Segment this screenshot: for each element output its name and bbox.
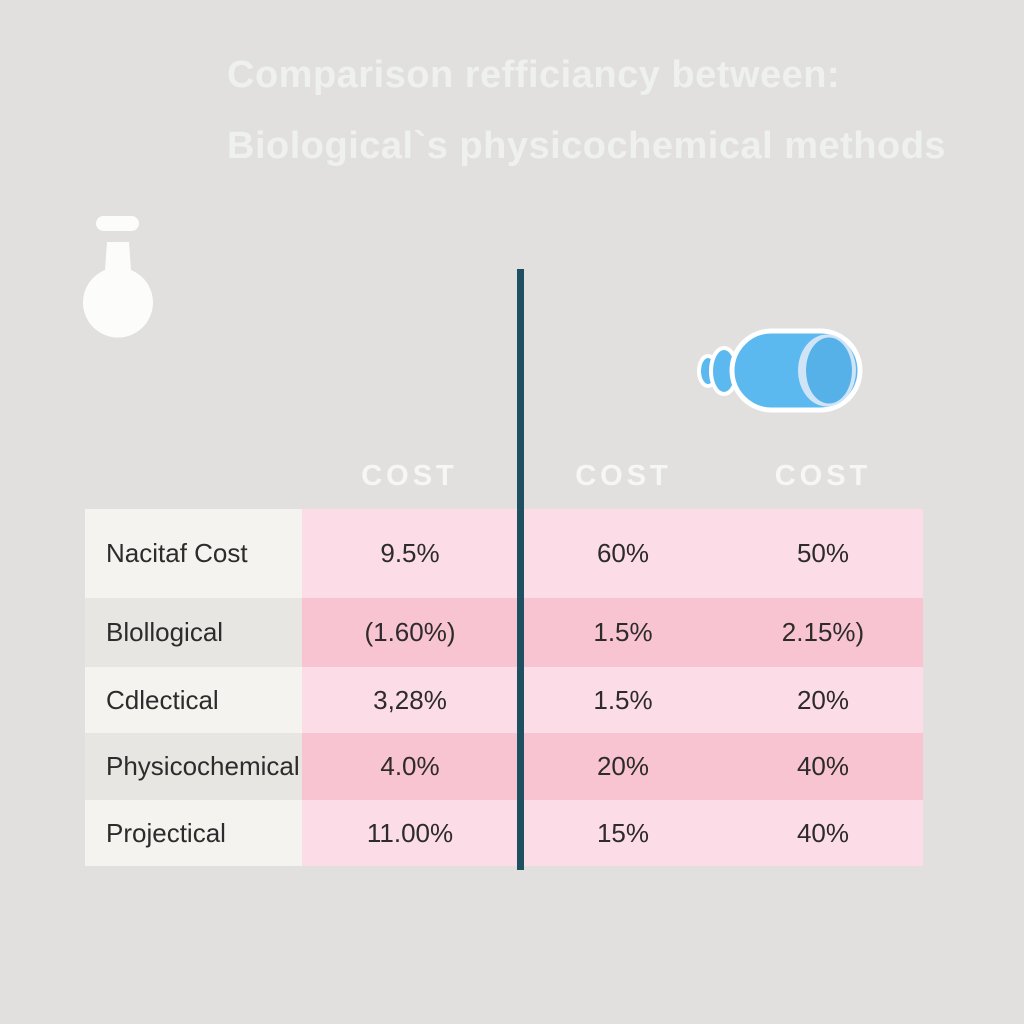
table-row: Projectical 11.00% 15% 40% [85,800,923,866]
row-label: Cdlectical [85,667,302,733]
table-row: Blollogical (1.60%) 1.5% 2.15%) [85,598,923,667]
table-row: Physicochemical 4.0% 20% 40% [85,733,923,800]
row-label: Projectical [85,800,302,866]
bottle-icon [697,328,863,413]
column-header-cost-1: COST [361,460,458,492]
row-label: Nacitaf Cost [85,509,302,598]
table-row: Nacitaf Cost 9.5% 60% 50% [85,509,923,598]
cell-value: 40% [796,817,850,848]
cell-value: 50% [796,538,850,568]
row-values: (1.60%) 1.5% 2.15%) [302,598,923,667]
cell-value: 1.5% [593,617,653,647]
cell-value: 20% [796,684,850,715]
row-label: Physicochemical [85,733,302,800]
cell-value: 20% [596,751,650,781]
cell-value: 2.15%) [781,617,865,647]
row-values: 9.5% 60% 50% [302,509,923,598]
row-values: 3,28% 1.5% 20% [302,667,923,733]
cell-value: 60% [596,538,650,568]
cell-value: 9.5% [380,538,440,568]
row-values: 11.00% 15% 40% [302,800,923,866]
table-row: Cdlectical 3,28% 1.5% 20% [85,667,923,733]
row-label: Blollogical [85,598,302,667]
divider-line [517,269,524,870]
column-header-cost-2: COST [575,460,672,492]
cell-value: 40% [796,751,850,781]
cell-value: 11.00% [366,817,454,848]
comparison-table: Nacitaf Cost 9.5% 60% 50% Blollogical (1… [85,509,923,866]
flask-icon [83,216,153,338]
row-values: 4.0% 20% 40% [302,733,923,800]
cell-value: (1.60%) [364,617,456,647]
page-title-line-1: Comparison refficiancy between: [227,54,841,96]
cell-value: 3,28% [373,684,447,715]
column-header-cost-3: COST [774,460,872,492]
cell-value: 15% [596,817,650,848]
page-title-line-2: Biological`s physicochemical methods [227,125,947,167]
cell-value: 4.0% [380,751,440,781]
cell-value: 1.5% [593,684,653,715]
